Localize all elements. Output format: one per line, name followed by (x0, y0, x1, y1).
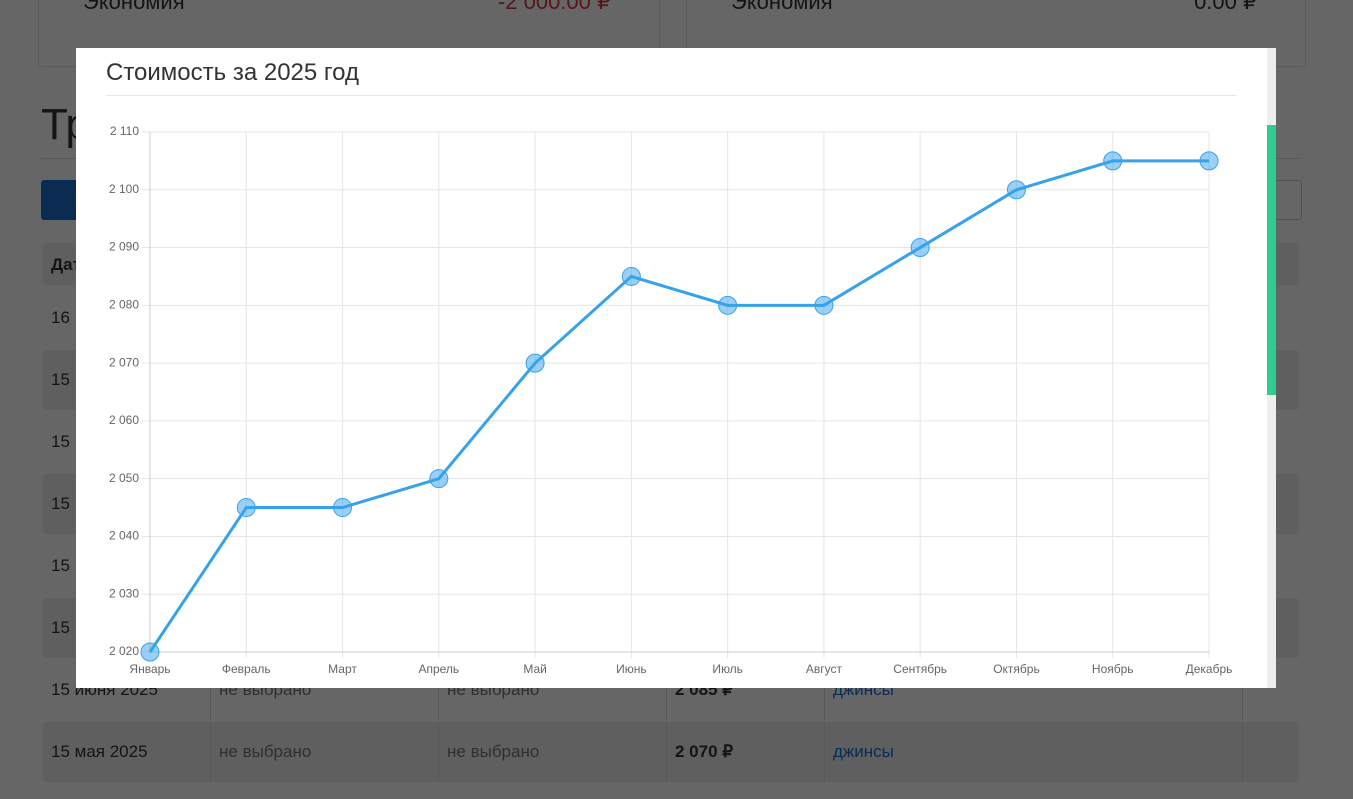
data-point (525, 353, 545, 373)
data-point (1006, 180, 1026, 200)
x-tick-label: Август (806, 662, 843, 676)
y-tick-label: 2 100 (109, 182, 139, 196)
x-tick-label: Январь (129, 662, 170, 676)
modal: Стоимость за 2025 год 2 020 2 030 2 040 2 0… (76, 48, 1276, 688)
data-point (718, 295, 738, 315)
data-line (148, 159, 1209, 653)
y-tick-label: 2 030 (109, 586, 139, 600)
y-tick-label: 2 020 (109, 644, 139, 658)
y-tick-label: 2 040 (109, 529, 139, 543)
x-tick-label: Сентябрь (893, 662, 947, 676)
x-tick-label: Февраль (222, 662, 271, 676)
data-point (814, 295, 834, 315)
modal-title: Стоимость за 2025 год (106, 59, 359, 86)
data-point (429, 469, 449, 489)
y-tick-label: 2 060 (109, 413, 139, 427)
y-tick-label: 2 070 (109, 355, 139, 369)
scrollbar-track[interactable] (1267, 48, 1276, 688)
x-tick-label: Июнь (616, 662, 647, 676)
data-point (333, 498, 353, 518)
x-tick-label: Декабрь (1186, 662, 1233, 676)
data-point (140, 642, 160, 662)
y-tick-label: 2 090 (109, 240, 139, 254)
y-tick-label: 2 050 (109, 471, 139, 485)
data-point (910, 238, 930, 258)
modal-divider (106, 95, 1236, 96)
y-tick-label: 2 080 (109, 298, 139, 312)
x-tick-label: Апрель (418, 662, 459, 676)
x-tick-label: Июль (712, 662, 743, 676)
x-tick-label: Май (523, 662, 547, 676)
data-point (236, 498, 256, 518)
x-tick-label: Ноябрь (1092, 662, 1134, 676)
y-tick-label: 2 110 (110, 124, 139, 138)
scrollbar-thumb[interactable] (1267, 125, 1276, 395)
data-point (1199, 151, 1219, 171)
chart: 2 020 2 030 2 040 2 050 2 060 2 070 2 080 2 090… (109, 124, 1233, 676)
data-point (1103, 151, 1123, 171)
x-tick-label: Октябрь (993, 662, 1040, 676)
data-point (621, 266, 641, 286)
x-tick-label: Март (328, 662, 357, 676)
